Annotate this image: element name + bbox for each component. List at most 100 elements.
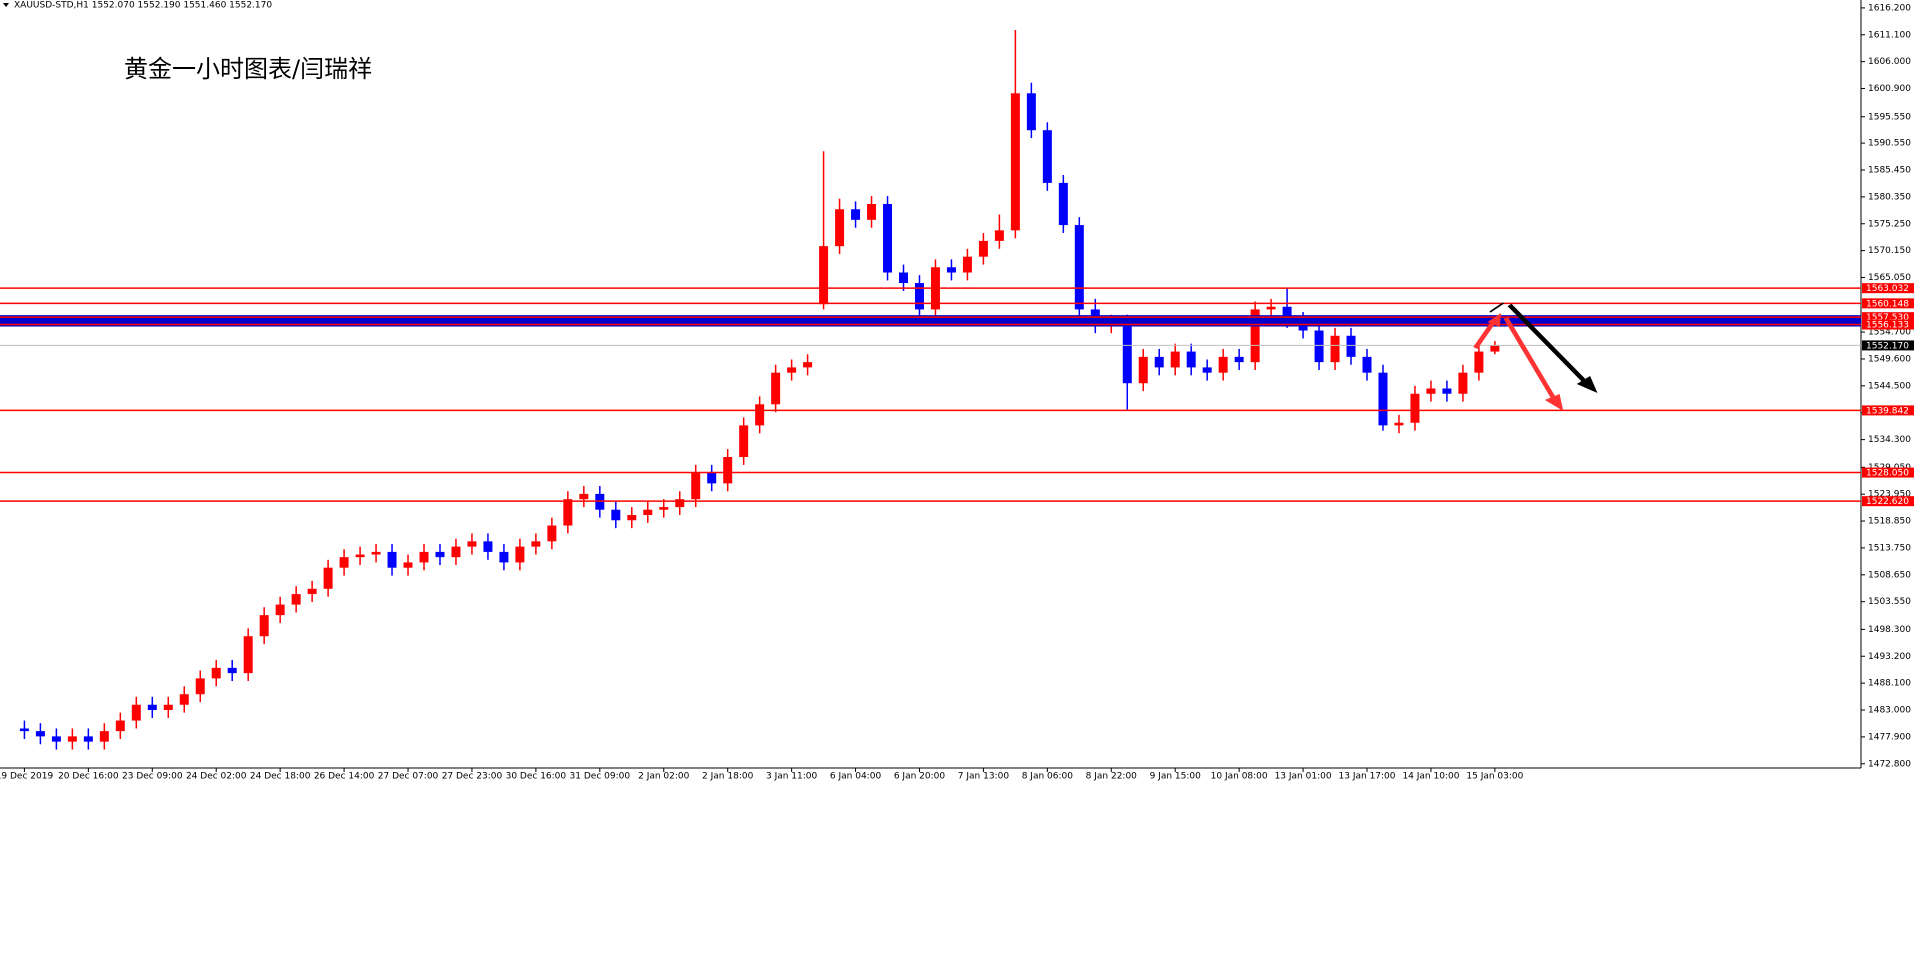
candle-body [914, 283, 924, 310]
candle-body [1314, 330, 1324, 363]
candle-body [179, 694, 189, 705]
y-tick-label: 1554.700 [1868, 328, 1911, 338]
candle-body [499, 551, 509, 563]
candle-body [115, 720, 125, 732]
candle-body [723, 457, 733, 484]
x-tick-label: 13 Jan 01:00 [1275, 772, 1332, 782]
candle-body [163, 704, 173, 711]
y-tick-label: 1616.200 [1868, 3, 1911, 13]
arrow-down [1503, 317, 1556, 399]
x-tick-label: 6 Jan 20:00 [894, 772, 946, 782]
x-tick-label: 27 Dec 07:00 [378, 772, 439, 782]
symbol-info: XAUUSD-STD,H1 1552.070 1552.190 1551.460… [14, 1, 272, 11]
x-tick-label: 26 Dec 14:00 [314, 772, 375, 782]
y-tick-label: 1477.900 [1868, 732, 1911, 742]
candle-body [1426, 388, 1436, 394]
y-tick-label: 1585.450 [1868, 165, 1911, 175]
candle-body [1202, 367, 1212, 373]
x-tick-label: 19 Dec 2019 [0, 772, 53, 782]
y-tick-label: 1488.100 [1868, 679, 1911, 689]
y-tick-label: 1523.950 [1868, 490, 1911, 500]
arrow-head [1544, 394, 1564, 411]
arrow-head [1576, 376, 1598, 393]
level-label-box [1862, 496, 1914, 507]
candle-body [611, 509, 621, 521]
candle-body [259, 615, 269, 637]
candle-body [899, 272, 909, 284]
arrow-up-black [1489, 302, 1505, 313]
level-label: 1528.050 [1866, 469, 1909, 479]
candle-body [883, 203, 893, 273]
y-tick-label: 1544.500 [1868, 381, 1911, 391]
candle-body [403, 562, 413, 568]
y-tick-label: 1611.100 [1868, 30, 1911, 40]
candle-body [371, 551, 381, 555]
x-tick-label: 27 Dec 23:00 [442, 772, 503, 782]
candle-body [803, 362, 813, 368]
level-label-box [1862, 405, 1914, 416]
x-tick-label: 13 Jan 17:00 [1339, 772, 1396, 782]
candle-body [131, 704, 141, 721]
y-tick-label: 1483.000 [1868, 706, 1911, 716]
x-tick-label: 3 Jan 11:00 [766, 772, 818, 782]
arrow-down-black [1507, 303, 1588, 384]
candle-body [419, 551, 429, 563]
level-label-box [1862, 340, 1914, 351]
x-tick-label: 14 Jan 10:00 [1402, 772, 1459, 782]
x-tick-label: 2 Jan 18:00 [702, 772, 754, 782]
zone-band [0, 315, 1861, 327]
candle-body [1458, 372, 1468, 394]
candle-body [1010, 93, 1020, 231]
candle-body [323, 567, 333, 589]
level-label-box [1862, 467, 1914, 478]
x-tick-label: 20 Dec 16:00 [58, 772, 119, 782]
candle-body [563, 499, 573, 526]
candle-body [867, 203, 877, 220]
level-label-box [1862, 312, 1914, 323]
y-tick-label: 1503.550 [1868, 597, 1911, 607]
candle-body [1250, 309, 1260, 363]
candle-body [355, 554, 365, 558]
x-tick-label: 24 Dec 18:00 [250, 772, 311, 782]
candle-body [1218, 356, 1228, 373]
candle-body [243, 636, 253, 674]
y-tick-label: 1600.900 [1868, 84, 1911, 94]
x-tick-label: 7 Jan 13:00 [958, 772, 1010, 782]
candle-body [83, 736, 93, 742]
level-label: 1560.148 [1866, 299, 1909, 309]
candle-body [1138, 356, 1148, 384]
annotation-arrows [1473, 302, 1598, 411]
candle-body [787, 367, 797, 373]
candle-body [483, 541, 493, 552]
arrow-head [1487, 313, 1501, 327]
candle-body [531, 541, 541, 547]
candle-body [451, 546, 461, 558]
y-tick-label: 1513.750 [1868, 543, 1911, 553]
candle-body [99, 731, 109, 742]
candle-body [579, 493, 589, 500]
candle-body [307, 588, 317, 595]
level-label: 1539.842 [1866, 406, 1909, 416]
level-label: 1522.620 [1866, 497, 1909, 507]
candle-body [1154, 356, 1164, 368]
x-tick-label: 10 Jan 08:00 [1211, 772, 1268, 782]
candle-body [771, 372, 781, 405]
candle-body [19, 728, 29, 732]
candle-body [1346, 335, 1356, 357]
x-tick-label: 9 Jan 15:00 [1150, 772, 1202, 782]
candle-body [467, 541, 477, 547]
menu-marker [3, 3, 9, 7]
candle-body [643, 509, 653, 515]
x-tick-label: 31 Dec 09:00 [570, 772, 631, 782]
candle-body [147, 704, 157, 711]
candle-body [1266, 306, 1276, 310]
candle-body [659, 507, 669, 510]
candle-body [339, 557, 349, 568]
candle-body [387, 551, 397, 568]
y-tick-label: 1518.850 [1868, 517, 1911, 527]
candle-body [1122, 322, 1132, 384]
y-tick-label: 1534.300 [1868, 435, 1911, 445]
candle-body [1170, 351, 1180, 368]
y-tick-label: 1508.650 [1868, 570, 1911, 580]
x-tick-label: 6 Jan 04:00 [830, 772, 882, 782]
